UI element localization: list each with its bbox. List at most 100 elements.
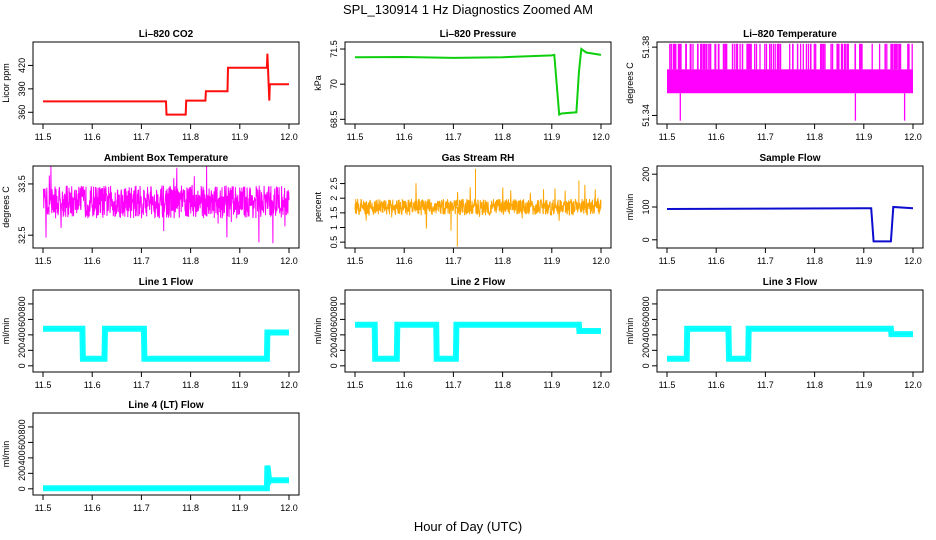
x-tick-label: 12.0: [280, 132, 298, 142]
series-line: [43, 53, 289, 116]
x-tick-label: 11.5: [35, 256, 52, 266]
x-tick-label: 11.5: [659, 132, 676, 142]
y-tick-label: 800: [17, 419, 27, 434]
y-tick-label: 0: [329, 363, 339, 368]
x-tick-label: 11.9: [231, 132, 248, 142]
series-line: [43, 465, 289, 492]
y-tick-label: 0: [17, 363, 27, 368]
x-tick-label: 11.9: [855, 132, 872, 142]
panel-title: Line 4 (LT) Flow: [128, 400, 204, 411]
x-tick-label: 11.7: [757, 132, 774, 142]
x-tick-label: 12.0: [904, 132, 922, 142]
y-tick-label: 71.5: [329, 40, 339, 58]
plot-frame: [32, 289, 300, 373]
plot-frame: [344, 165, 612, 249]
x-tick-label: 11.7: [133, 132, 150, 142]
panel-10: Line 4 (LT) Flow 11.5 11.6 11.7 11.8 11.9 12.0…: [1, 400, 300, 513]
panel-7: Line 1 Flow 11.5 11.6 11.7 11.8 11.9 12.0 0 2004…: [1, 277, 300, 390]
panel-3: Li–820 Temperature 11.5 11.6 11.7 11.8 11.9 12…: [625, 29, 924, 142]
x-tick-label: 11.9: [543, 256, 560, 266]
x-tick-label: 12.0: [592, 256, 610, 266]
x-tick-label: 12.0: [280, 503, 298, 513]
plot-frame: [344, 41, 612, 125]
series-line: [666, 205, 914, 243]
panel-title: Line 1 Flow: [139, 277, 194, 288]
x-tick-label: 11.6: [708, 132, 725, 142]
x-tick-label: 11.6: [396, 132, 413, 142]
figure-title: SPL_130914 1 Hz Diagnostics Zoomed AM: [343, 2, 593, 17]
x-tick-label: 11.7: [133, 256, 150, 266]
panel-title: Line 3 Flow: [763, 277, 818, 288]
x-tick-label: 11.7: [445, 132, 462, 142]
x-tick-label: 11.6: [84, 256, 101, 266]
panel-2: Li–820 Pressure 11.5 11.6 11.7 11.8 11.9 12.0 6…: [313, 29, 612, 142]
figure-xlabel: Hour of Day (UTC): [414, 519, 522, 534]
panel-title: Sample Flow: [759, 153, 820, 164]
x-tick-label: 11.8: [494, 132, 511, 142]
series-line-core: [355, 324, 601, 360]
panel-title: Ambient Box Temperature: [104, 153, 229, 164]
x-tick-label: 11.8: [182, 503, 199, 513]
x-tick-label: 11.8: [806, 256, 823, 266]
y-axis-label: ml/min: [625, 318, 635, 345]
plot-frame: [32, 41, 300, 125]
y-tick-label: 400: [17, 327, 27, 342]
y-tick-label: 400: [17, 450, 27, 465]
x-tick-label: 11.5: [659, 380, 676, 390]
y-tick-label: 400: [329, 327, 339, 342]
y-tick-label: 1.5: [329, 207, 339, 220]
x-tick-label: 11.7: [133, 380, 150, 390]
x-tick-label: 11.8: [182, 256, 199, 266]
x-tick-label: 11.5: [347, 380, 364, 390]
x-tick-label: 12.0: [904, 256, 922, 266]
x-tick-label: 12.0: [280, 380, 298, 390]
x-tick-label: 11.5: [659, 256, 676, 266]
series-line: [355, 321, 601, 362]
x-tick-label: 11.6: [84, 380, 101, 390]
x-tick-label: 11.8: [182, 132, 199, 142]
x-tick-label: 11.9: [855, 256, 872, 266]
y-tick-label: 390: [17, 81, 27, 96]
plot-frame: [344, 289, 612, 373]
panel-1: Li–820 CO2 11.5 11.6 11.7 11.8 11.9 12.0 360 390…: [1, 29, 300, 142]
x-tick-label: 11.9: [543, 380, 560, 390]
y-tick-label: 800: [17, 296, 27, 311]
y-axis-label: percent: [313, 191, 323, 222]
y-tick-label: 32.5: [17, 226, 27, 244]
y-axis-label: ml/min: [313, 318, 323, 345]
series-line: [43, 325, 289, 362]
y-tick-label: 0: [641, 363, 651, 368]
x-tick-label: 11.6: [396, 380, 413, 390]
series-line-core: [43, 327, 289, 360]
x-tick-label: 11.9: [231, 256, 248, 266]
series-line: [354, 47, 602, 117]
plot-frame: [656, 41, 924, 125]
x-tick-label: 11.8: [806, 380, 823, 390]
series-band: [667, 69, 913, 94]
x-tick-label: 11.8: [182, 380, 199, 390]
panel-title: Line 2 Flow: [451, 277, 506, 288]
y-tick-label: 33.5: [17, 175, 27, 193]
panel-title: Gas Stream RH: [442, 153, 515, 164]
y-tick-label: 200: [641, 167, 651, 182]
x-tick-label: 12.0: [904, 380, 922, 390]
panel-title: Li–820 Pressure: [440, 29, 517, 40]
series-line-core: [43, 465, 289, 489]
y-tick-label: 200: [17, 343, 27, 358]
x-tick-label: 11.5: [35, 503, 52, 513]
x-tick-label: 11.6: [708, 256, 725, 266]
x-tick-label: 11.9: [543, 132, 560, 142]
x-tick-label: 11.8: [494, 256, 511, 266]
y-tick-label: 51.34: [641, 104, 651, 127]
y-tick-label: 420: [17, 58, 27, 73]
y-tick-label: 2.5: [329, 177, 339, 190]
y-tick-label: 2: [329, 196, 339, 201]
y-axis-label: degrees C: [625, 62, 635, 104]
x-tick-label: 11.8: [494, 380, 511, 390]
y-tick-label: 200: [641, 343, 651, 358]
panel-title: Li–820 Temperature: [743, 29, 837, 40]
y-tick-label: 1: [329, 225, 339, 230]
y-tick-label: 200: [17, 466, 27, 481]
